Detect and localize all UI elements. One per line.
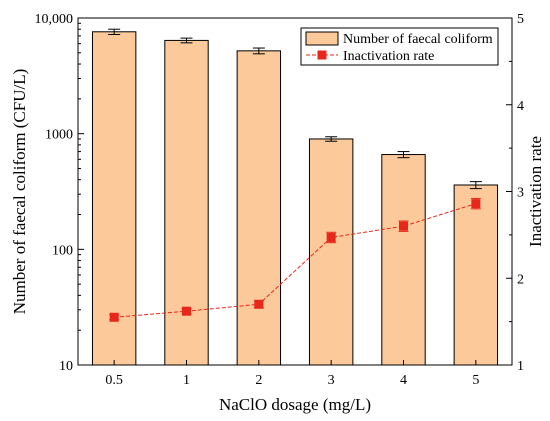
x-tick-label: 4 bbox=[400, 373, 407, 388]
x-tick-label: 1 bbox=[183, 373, 190, 388]
line-point-3 bbox=[326, 232, 336, 242]
x-tick-label: 5 bbox=[472, 373, 479, 388]
bar-2 bbox=[236, 50, 282, 366]
right-tick-label: 5 bbox=[517, 12, 524, 27]
left-axis: 10 100 1000 10,000 bbox=[35, 12, 84, 374]
line-point-2 bbox=[254, 299, 264, 309]
right-tick-label: 3 bbox=[517, 186, 524, 201]
bar-3 bbox=[308, 138, 354, 366]
left-tick-label: 10 bbox=[59, 359, 73, 374]
line-point-0.5 bbox=[109, 312, 119, 322]
bar-0.5 bbox=[91, 31, 137, 366]
bar-4 bbox=[381, 154, 426, 366]
x-axis-title: NaClO dosage (mg/L) bbox=[219, 395, 371, 414]
right-tick-label: 1 bbox=[517, 359, 524, 374]
x-axis: 0.5 1 2 3 4 5 bbox=[105, 360, 479, 388]
inactivation-rate-line bbox=[114, 203, 476, 318]
legend: Number of faecal coliform Inactivation r… bbox=[300, 27, 499, 66]
line-point-4 bbox=[399, 221, 408, 231]
bar-series bbox=[91, 31, 499, 366]
left-tick-label: 1000 bbox=[45, 128, 73, 143]
line-point-5 bbox=[471, 199, 481, 209]
legend-swatch-marker bbox=[317, 50, 327, 60]
x-tick-label: 3 bbox=[328, 373, 335, 388]
left-tick-label: 100 bbox=[52, 243, 73, 258]
x-tick-label: 2 bbox=[255, 373, 262, 388]
bar-1 bbox=[164, 39, 209, 366]
bar-error-bars bbox=[108, 28, 482, 190]
left-axis-title: Number of faecal coliform (CFU/L) bbox=[10, 69, 29, 314]
line-series bbox=[109, 197, 481, 322]
right-axis-title: Inactivation rate bbox=[526, 136, 545, 247]
right-tick-label: 2 bbox=[517, 272, 524, 287]
right-tick-label: 4 bbox=[517, 99, 524, 114]
line-point-1 bbox=[182, 306, 191, 316]
legend-label-bar: Number of faecal coliform bbox=[343, 32, 493, 47]
right-axis: 1 2 3 4 5 bbox=[506, 12, 524, 374]
plot-frame bbox=[77, 17, 513, 366]
legend-label-line: Inactivation rate bbox=[343, 49, 434, 64]
bar-5 bbox=[453, 184, 499, 366]
x-tick-label: 0.5 bbox=[105, 373, 123, 388]
legend-swatch-bar bbox=[305, 31, 339, 46]
left-tick-label: 10,000 bbox=[35, 12, 74, 27]
